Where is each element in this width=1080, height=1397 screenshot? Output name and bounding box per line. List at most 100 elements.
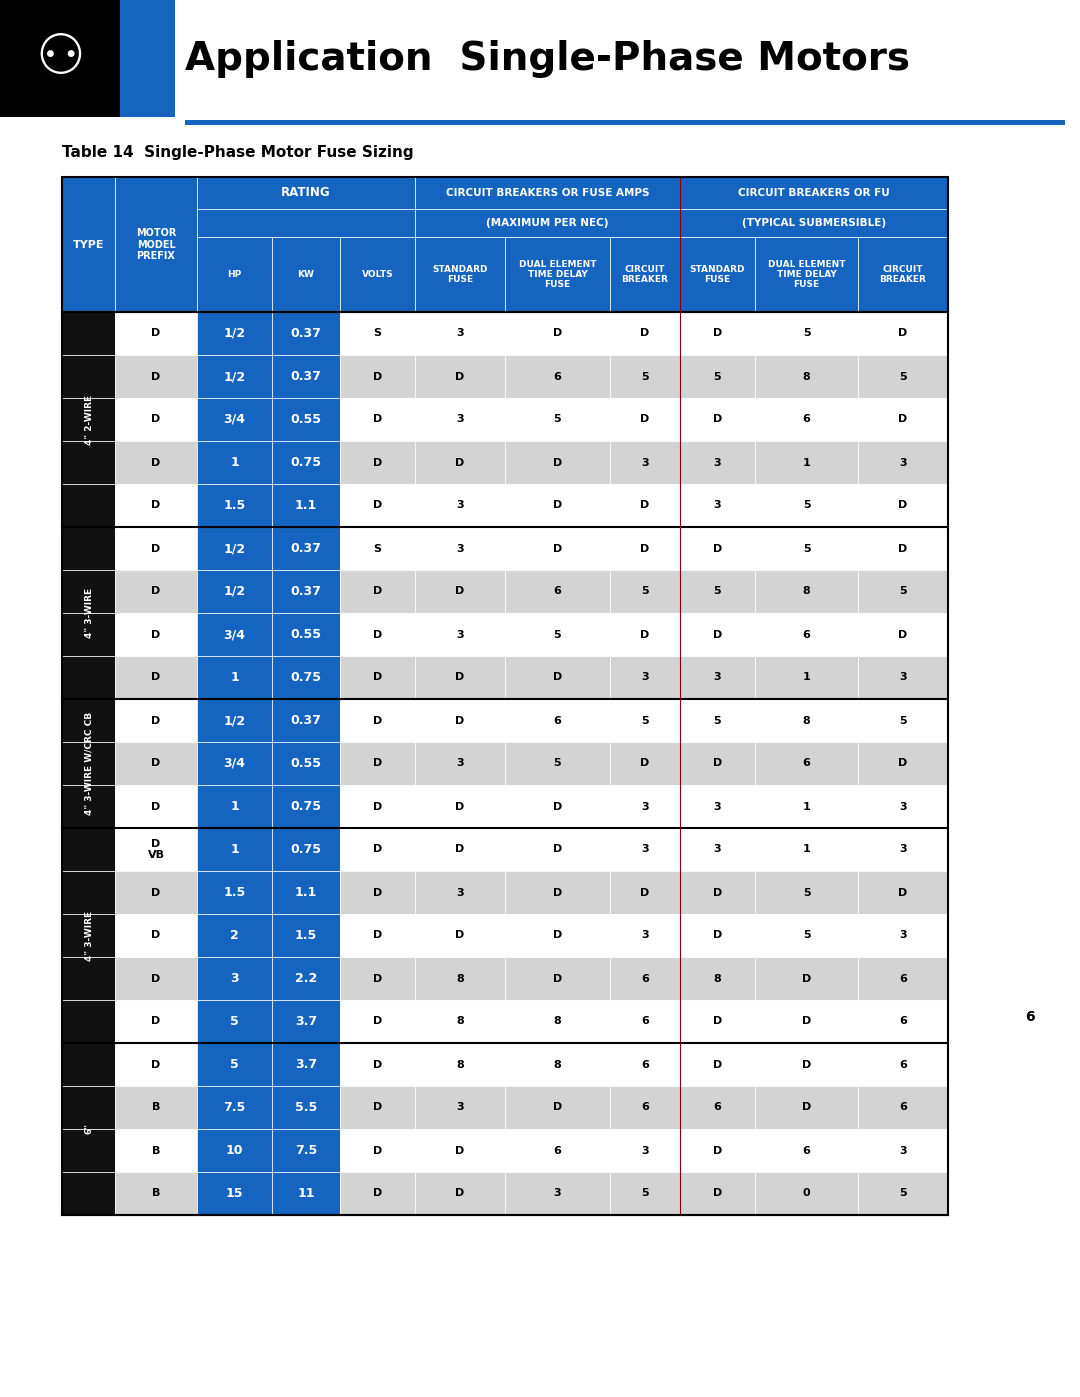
- Bar: [858, 483, 948, 527]
- Text: D: D: [151, 587, 161, 597]
- Text: (TYPICAL SUBMERSIBLE): (TYPICAL SUBMERSIBLE): [742, 218, 886, 228]
- Bar: [340, 398, 415, 441]
- Bar: [272, 1172, 340, 1215]
- Bar: [610, 1000, 680, 1044]
- Bar: [680, 210, 948, 237]
- Bar: [858, 1044, 948, 1085]
- Bar: [114, 1000, 197, 1044]
- Text: 3: 3: [642, 845, 649, 855]
- Text: 0.75: 0.75: [291, 842, 322, 856]
- Bar: [272, 1000, 340, 1044]
- Bar: [415, 914, 505, 957]
- Bar: [755, 657, 858, 698]
- Text: 3: 3: [456, 887, 463, 897]
- Bar: [858, 657, 948, 698]
- Bar: [610, 1129, 680, 1172]
- Bar: [197, 177, 415, 210]
- Bar: [340, 657, 415, 698]
- Text: D: D: [553, 543, 562, 553]
- Bar: [340, 355, 415, 398]
- Text: 5: 5: [900, 715, 907, 725]
- Bar: [415, 785, 505, 828]
- Bar: [272, 657, 340, 698]
- Bar: [680, 914, 755, 957]
- Bar: [680, 1000, 755, 1044]
- Text: D: D: [373, 715, 382, 725]
- Text: D: D: [373, 372, 382, 381]
- Text: 1/2: 1/2: [224, 542, 245, 555]
- Bar: [62, 312, 114, 355]
- Text: 6: 6: [554, 372, 562, 381]
- Text: 8: 8: [456, 1059, 464, 1070]
- Bar: [680, 742, 755, 785]
- Text: 6: 6: [899, 974, 907, 983]
- Text: 0.75: 0.75: [291, 455, 322, 469]
- Bar: [610, 613, 680, 657]
- Bar: [415, 613, 505, 657]
- Text: KW: KW: [298, 270, 314, 279]
- Bar: [340, 1172, 415, 1215]
- Text: D: D: [553, 845, 562, 855]
- Bar: [114, 312, 197, 355]
- Text: D: D: [373, 630, 382, 640]
- Text: D: D: [713, 759, 723, 768]
- Text: 3: 3: [456, 543, 463, 553]
- Bar: [755, 1172, 858, 1215]
- Bar: [415, 1085, 505, 1129]
- Text: D: D: [373, 587, 382, 597]
- Bar: [114, 957, 197, 1000]
- Bar: [505, 1044, 610, 1085]
- Text: D: D: [640, 543, 650, 553]
- Bar: [114, 1085, 197, 1129]
- Text: D: D: [553, 887, 562, 897]
- Bar: [340, 957, 415, 1000]
- Bar: [415, 742, 505, 785]
- Bar: [62, 785, 114, 828]
- Bar: [755, 237, 858, 312]
- Text: 11: 11: [297, 1187, 314, 1200]
- Text: CIRCUIT BREAKERS OR FUSE AMPS: CIRCUIT BREAKERS OR FUSE AMPS: [446, 189, 649, 198]
- Bar: [197, 237, 272, 312]
- Bar: [197, 483, 272, 527]
- Bar: [858, 312, 948, 355]
- Text: STANDARD
FUSE: STANDARD FUSE: [432, 265, 488, 284]
- Text: D: D: [640, 415, 650, 425]
- Bar: [680, 441, 755, 483]
- Text: TYPE: TYPE: [72, 239, 105, 250]
- Text: 3: 3: [900, 845, 907, 855]
- Bar: [858, 698, 948, 742]
- Bar: [755, 957, 858, 1000]
- Bar: [680, 657, 755, 698]
- Bar: [340, 785, 415, 828]
- Text: D: D: [151, 1017, 161, 1027]
- Text: D: D: [801, 1017, 811, 1027]
- Text: 3: 3: [456, 500, 463, 510]
- Bar: [197, 355, 272, 398]
- Text: D: D: [151, 630, 161, 640]
- Bar: [755, 398, 858, 441]
- Bar: [62, 527, 114, 570]
- Text: 3: 3: [230, 972, 239, 985]
- Text: 2: 2: [230, 929, 239, 942]
- Text: D: D: [456, 930, 464, 940]
- Bar: [120, 0, 175, 117]
- Text: D: D: [456, 845, 464, 855]
- Bar: [505, 441, 610, 483]
- Bar: [858, 957, 948, 1000]
- Text: 5: 5: [900, 587, 907, 597]
- Bar: [197, 870, 272, 914]
- Text: 3/4: 3/4: [224, 629, 245, 641]
- Text: D: D: [713, 1059, 723, 1070]
- Bar: [272, 828, 340, 870]
- Bar: [340, 914, 415, 957]
- Text: 1.5: 1.5: [224, 886, 245, 900]
- Bar: [505, 698, 610, 742]
- Bar: [62, 1000, 114, 1044]
- Text: 3: 3: [642, 457, 649, 468]
- Bar: [755, 483, 858, 527]
- Text: D: D: [373, 759, 382, 768]
- Text: 8: 8: [714, 974, 721, 983]
- Text: 0.37: 0.37: [291, 585, 322, 598]
- Text: D: D: [801, 1059, 811, 1070]
- Bar: [755, 527, 858, 570]
